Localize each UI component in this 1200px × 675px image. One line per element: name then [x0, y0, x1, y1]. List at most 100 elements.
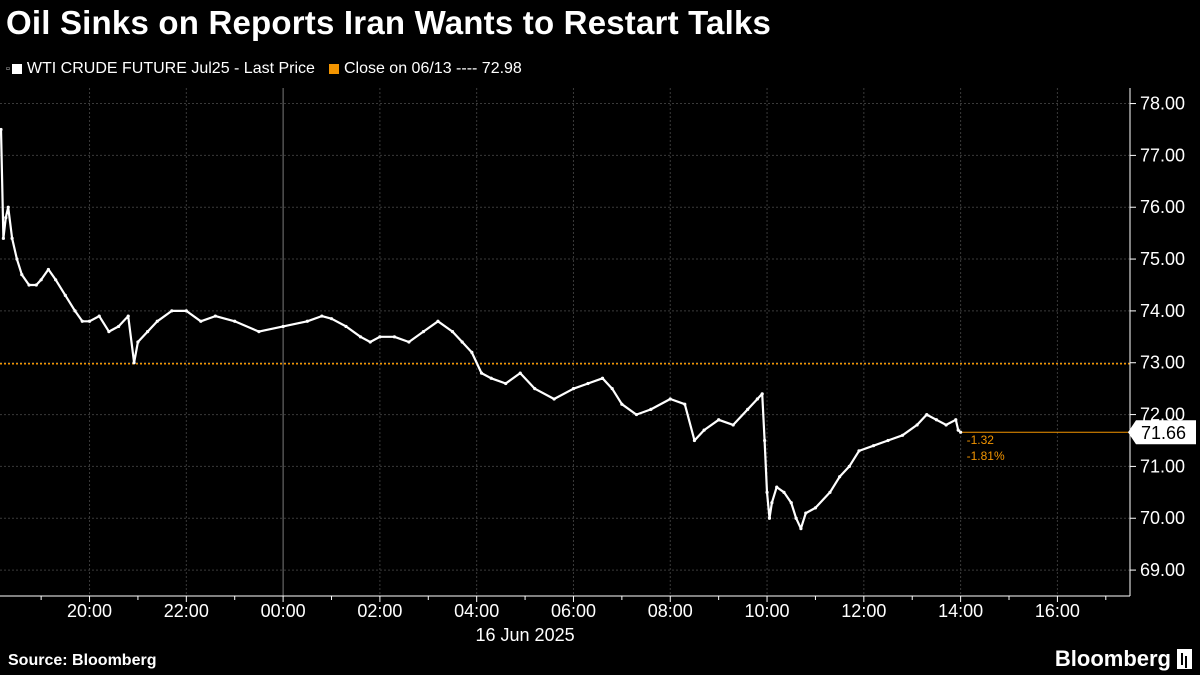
price-point	[746, 407, 750, 411]
y-tick-label: 75.00	[1140, 249, 1185, 269]
price-point	[132, 361, 136, 365]
x-axis-date-label: 16 Jun 2025	[476, 625, 575, 645]
price-point	[0, 127, 3, 132]
legend-swatch-price	[11, 64, 22, 74]
y-tick-label: 78.00	[1140, 94, 1185, 114]
price-point	[378, 335, 382, 339]
price-point	[767, 516, 772, 520]
price-point	[649, 407, 653, 411]
price-point	[15, 257, 19, 261]
price-point	[199, 319, 203, 323]
price-point	[760, 392, 764, 396]
price-point	[789, 501, 793, 505]
price-point	[1, 236, 5, 240]
price-point	[450, 330, 455, 334]
price-point	[956, 428, 960, 432]
price-point	[344, 324, 348, 329]
price-point	[838, 475, 842, 479]
line-glyph-icon: ▫	[6, 63, 10, 75]
legend-label-close: Close on 06/13 ---- 72.98	[343, 60, 522, 77]
price-point	[871, 444, 876, 448]
axes: 78.00 77.00 76.00 75.00 74.00 73.00 72.00 71.00…	[0, 88, 1185, 645]
y-tick-label: 76.00	[1140, 197, 1185, 217]
legend-item-close: Close on 06/13 ---- 72.98	[328, 60, 522, 78]
last-price-badge	[1128, 420, 1196, 445]
price-point	[213, 314, 217, 318]
legend-swatch-close	[328, 64, 339, 74]
price-point	[146, 330, 150, 334]
price-point	[436, 319, 440, 323]
price-point	[184, 309, 188, 313]
price-point	[763, 438, 767, 443]
price-point	[959, 430, 963, 434]
x-tick-label: 04:00	[454, 601, 499, 621]
price-point	[73, 309, 77, 313]
labels: 71.66 -1.32 -1.81%	[967, 420, 1196, 463]
price-point	[533, 387, 537, 391]
price-point	[320, 314, 324, 318]
price-point	[775, 485, 779, 489]
legend-item-price: ▫ WTI CRUDE FUTURE Jul25 - Last Price	[6, 60, 315, 78]
price-point	[407, 340, 411, 344]
price-point	[392, 335, 397, 339]
price-point	[857, 449, 861, 453]
price-point	[668, 397, 672, 401]
price-point	[610, 387, 614, 391]
price-point	[4, 215, 8, 220]
price-point	[934, 418, 939, 422]
price-point	[358, 335, 363, 339]
price-point	[46, 267, 50, 272]
price-point	[34, 283, 38, 287]
brand-logo: Bloomberg	[1055, 646, 1192, 672]
x-tick-label: 00:00	[261, 601, 306, 621]
price-point	[600, 376, 605, 380]
price-point	[886, 438, 890, 443]
price-point	[87, 319, 92, 323]
y-tick-label: 70.00	[1140, 508, 1185, 528]
price-point	[731, 423, 735, 427]
price-point	[470, 350, 474, 354]
price-point	[170, 309, 174, 313]
x-tick-label: 20:00	[67, 601, 112, 621]
price-point	[944, 423, 948, 427]
price-point	[136, 340, 140, 344]
price-point	[683, 402, 687, 406]
price-point	[20, 273, 24, 277]
legend-label-price: WTI CRUDE FUTURE Jul25 - Last Price	[26, 60, 315, 77]
price-point	[54, 278, 58, 282]
brand-wordmark: Bloomberg	[1054, 646, 1171, 671]
price-point	[460, 340, 464, 344]
price-point	[925, 412, 929, 417]
x-tick-label: 12:00	[841, 601, 886, 621]
price-point	[518, 371, 522, 375]
y-tick-label: 74.00	[1140, 301, 1185, 321]
price-point	[954, 418, 958, 422]
chart-title: Oil Sinks on Reports Iran Wants to Resta…	[6, 4, 772, 41]
y-tick-label: 77.00	[1140, 145, 1185, 165]
x-tick-label: 22:00	[164, 601, 209, 621]
x-tick-label: 08:00	[648, 601, 693, 621]
price-point	[10, 236, 14, 240]
price-point	[27, 283, 31, 287]
price-point	[80, 319, 84, 323]
last-price-label: 71.66	[1141, 423, 1186, 443]
price-point	[421, 330, 426, 334]
price-point	[233, 319, 237, 323]
price-point	[329, 317, 334, 321]
price-point	[813, 506, 818, 510]
price-point	[97, 314, 101, 318]
price-point	[692, 438, 697, 443]
price-point	[305, 319, 309, 323]
x-tick-label: 10:00	[745, 601, 790, 621]
price-point	[634, 412, 638, 417]
x-tick-label: 02:00	[357, 601, 402, 621]
price-point	[571, 387, 576, 391]
price-point	[116, 324, 121, 329]
price-point	[586, 381, 590, 386]
price-point	[702, 428, 706, 432]
grid	[0, 88, 1130, 596]
price-point	[126, 314, 130, 318]
change-annotation: -1.32	[967, 433, 995, 447]
price-point	[620, 402, 624, 406]
